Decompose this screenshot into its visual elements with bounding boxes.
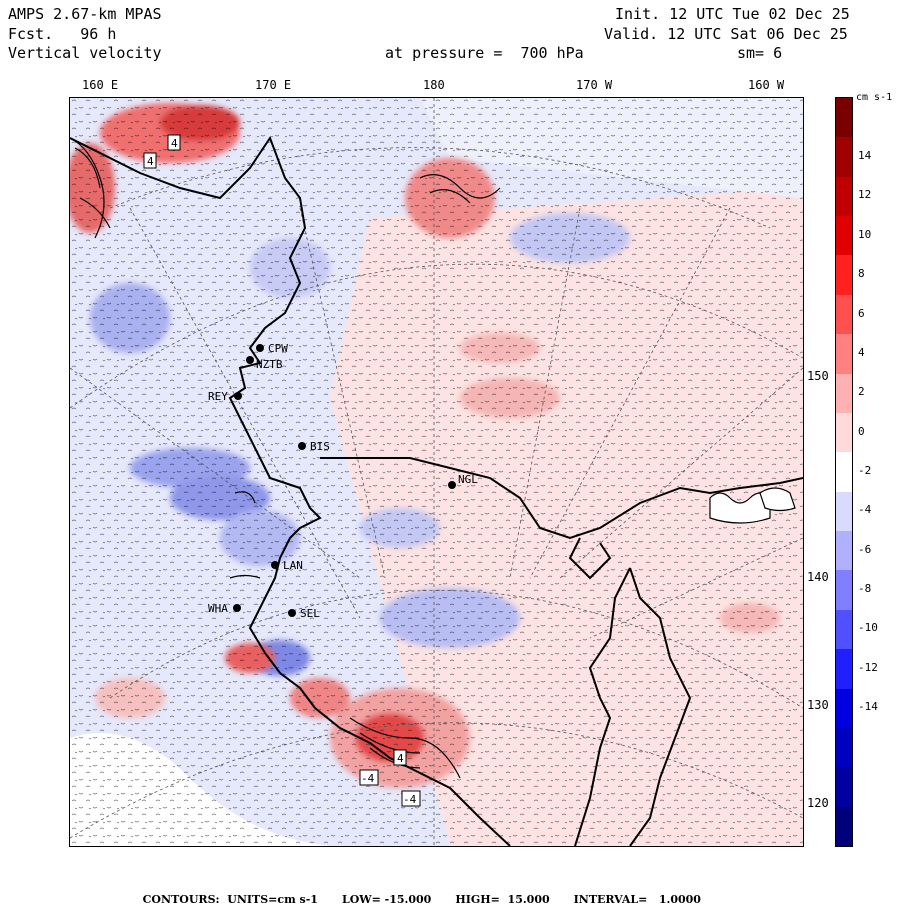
colorbar-swatch — [836, 294, 852, 335]
colorbar-tick-label: -10 — [858, 621, 878, 635]
contour-label-5: -4 — [403, 793, 417, 806]
lon-label-180: 180 — [423, 78, 445, 92]
island-cluster — [709, 487, 796, 524]
colorbar-swatch — [836, 491, 852, 532]
graticule — [70, 98, 803, 846]
lon-label-170e: 170 E — [255, 78, 292, 92]
lon-label-170w: 170 W — [576, 78, 613, 92]
colorbar-swatch — [836, 727, 852, 768]
colorbar-swatch — [836, 767, 852, 807]
colorbar-swatch — [836, 806, 852, 846]
colorbar-tick-label: 4 — [858, 345, 865, 359]
station-dot-nztb — [246, 356, 254, 364]
colorbar-swatch — [836, 688, 852, 728]
contour-label-boxes: 4 4 4 -4 -4 — [143, 134, 421, 807]
contour-texture — [70, 98, 803, 846]
contour-label-1: 4 — [171, 137, 178, 150]
colorbar-tick-label: 8 — [858, 267, 865, 281]
station-dot-lan — [271, 561, 279, 569]
colorbar-unit: cm s-1 — [856, 92, 893, 103]
colorbar-tick-label: 2 — [858, 385, 865, 399]
colorbar-tick-label: 12 — [858, 188, 872, 202]
lon-label-160w: 160 W — [748, 78, 785, 92]
colorbar-swatch — [836, 570, 852, 610]
pressure-level: at pressure = 700 hPa — [385, 44, 584, 62]
station-dot-sel — [288, 609, 296, 617]
colorbar-tick-label: -2 — [858, 464, 872, 477]
contour-label-4: -4 — [361, 772, 375, 785]
colorbar-swatch — [836, 649, 852, 689]
station-label-bis: BIS — [310, 440, 330, 453]
smoothing: sm= 6 — [737, 44, 783, 62]
map-canvas: 4 4 4 -4 -4 CPW NZTB REY BIS NGL LAN WHA — [70, 98, 803, 846]
colorbar-swatch — [836, 609, 852, 650]
colorbar-swatch — [836, 334, 852, 374]
station-dot-rey — [234, 392, 242, 400]
colorbar-swatch — [836, 373, 852, 413]
forecast-hour: Fcst. 96 h — [8, 25, 117, 43]
station-markers: CPW NZTB REY BIS NGL LAN WHA SEL — [208, 342, 478, 620]
colorbar-tick-label: -14 — [858, 700, 878, 714]
footer-info: CONTOURS: UNITS=cm s-1 LOW= -15.000 HIGH= … — [135, 880, 725, 906]
variable-name: Vertical velocity — [8, 44, 162, 62]
station-dot-ngl — [448, 481, 456, 489]
station-label-lan: LAN — [283, 559, 303, 572]
station-label-wha: WHA — [208, 602, 228, 615]
colorbar — [835, 97, 853, 847]
colorbar-tick-label: 6 — [858, 306, 865, 320]
colorbar-swatch — [836, 216, 852, 256]
contour-label-3: 4 — [397, 752, 404, 765]
colorbar-tick-label: 0 — [858, 424, 865, 438]
station-dot-cpw — [256, 344, 264, 352]
station-dot-bis — [298, 442, 306, 450]
station-label-cpw: CPW — [268, 342, 288, 355]
colorbar-swatch — [836, 137, 852, 177]
colorbar-tick-label: -4 — [858, 503, 872, 517]
colorbar-tick-label: -8 — [858, 582, 872, 596]
init-time: Init. 12 UTC Tue 02 Dec 25 — [615, 5, 850, 23]
colorbar-swatch — [836, 412, 852, 453]
station-dot-wha — [233, 604, 241, 612]
colorbar-swatch — [836, 531, 852, 571]
coastline — [70, 135, 803, 846]
colorbar-tick-label: -6 — [858, 542, 872, 556]
colorbar-tick-label: -12 — [858, 660, 878, 674]
contour-label-2: 4 — [147, 155, 154, 168]
colorbar-tick-label: 14 — [858, 149, 872, 163]
station-label-rey: REY — [208, 390, 228, 403]
lat-label-150w: 150 W — [806, 369, 845, 383]
valid-time: Valid. 12 UTC Sat 06 Dec 25 — [604, 25, 848, 43]
colorbar-swatch — [836, 176, 852, 217]
map-panel: 4 4 4 -4 -4 CPW NZTB REY BIS NGL LAN WHA — [69, 97, 804, 847]
station-label-ngl: NGL — [458, 473, 478, 486]
colorbar-tick-label: 10 — [858, 227, 872, 241]
colorbar-swatch — [836, 452, 852, 492]
colorbar-swatch — [836, 255, 852, 295]
model-title: AMPS 2.67-km MPAS — [8, 5, 162, 23]
lon-label-160e: 160 E — [82, 78, 119, 92]
station-label-sel: SEL — [300, 607, 320, 620]
station-label-nztb: NZTB — [256, 358, 283, 371]
colorbar-swatch — [836, 98, 852, 138]
